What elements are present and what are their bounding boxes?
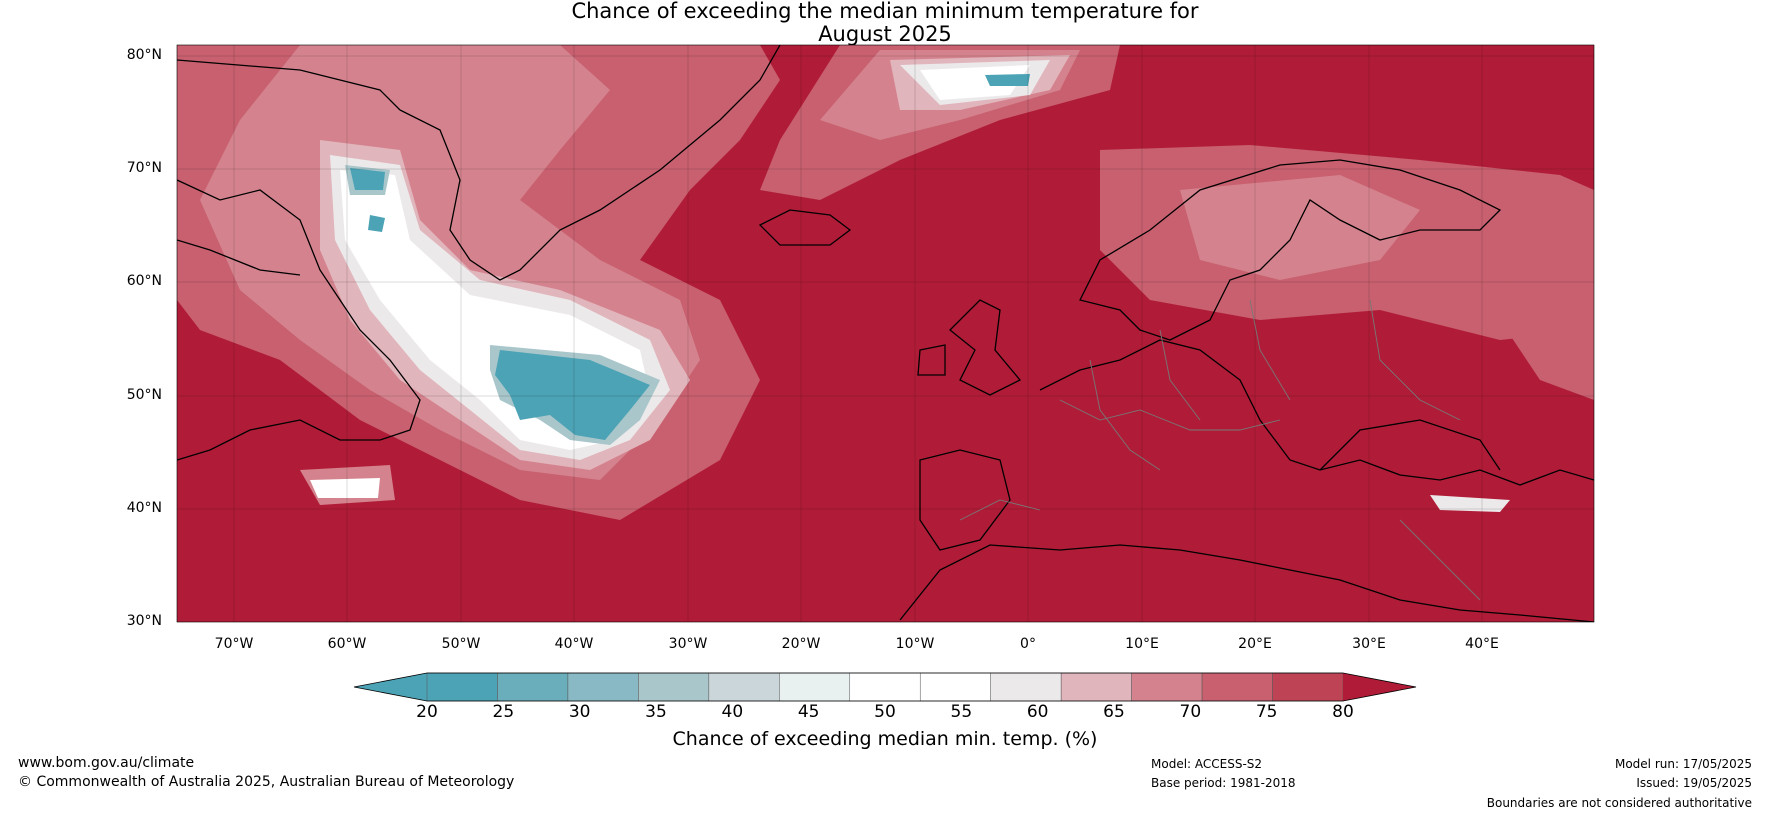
colorbar-segment: [919, 672, 991, 702]
colorbar-segment: [1201, 672, 1273, 702]
lon-label-70w: 70°W: [214, 636, 254, 652]
lat-label-40n: 40°N: [126, 500, 162, 516]
colorbar-tick-label: 25: [492, 702, 515, 722]
colorbar-segment: [1272, 672, 1344, 702]
lon-label-60w: 60°W: [327, 636, 367, 652]
lon-label-40w: 40°W: [554, 636, 594, 652]
colorbar-segment: [1060, 672, 1132, 702]
colorbar-segment: [426, 672, 498, 702]
graticule: [177, 45, 1594, 622]
map-title-line-1: Chance of exceeding the median minimum t…: [571, 0, 1199, 23]
colorbar-tick-label: 50: [874, 702, 896, 722]
colorbar-tick-label: 35: [645, 702, 667, 722]
colorbar-tick-label: 30: [568, 702, 591, 722]
colorbar-tick-label: 80: [1332, 702, 1354, 722]
colorbar-tick-label: 60: [1026, 702, 1049, 722]
colorbar-over-arrow: [1343, 673, 1416, 701]
lon-label-20w: 20°W: [781, 636, 821, 652]
lon-label-50w: 50°W: [441, 636, 481, 652]
colorbar-segment: [1131, 672, 1203, 702]
colorbar-segment: [779, 672, 851, 702]
country-borders: [959, 299, 1481, 601]
model-run-text: Model run: 17/05/2025: [1614, 757, 1752, 771]
lat-label-30n: 30°N: [126, 613, 162, 629]
colorbar-segment: [990, 672, 1062, 702]
model-text: Model: ACCESS-S2: [1151, 757, 1263, 771]
lat-label-60n: 60°N: [126, 273, 162, 289]
colorbar: [353, 672, 1417, 702]
website-link[interactable]: www.bom.gov.au/climate: [18, 755, 195, 771]
colorbar-label: Chance of exceeding median min. temp. (%…: [672, 728, 1098, 750]
issued-text: Issued: 19/05/2025: [1636, 776, 1752, 790]
coastlines: [177, 45, 1594, 622]
copyright-text: © Commonwealth of Australia 2025, Austra…: [18, 774, 515, 790]
colorbar-tick-label: 55: [950, 702, 973, 722]
colorbar-segment: [497, 672, 569, 702]
lat-label-50n: 50°N: [126, 387, 162, 403]
colorbar-under-arrow: [354, 673, 427, 701]
colorbar-segment: [567, 672, 639, 702]
colorbar-segment: [849, 672, 921, 702]
lon-label-30e: 30°E: [1352, 636, 1386, 652]
lat-label-80n: 80°N: [126, 47, 162, 63]
colorbar-tick-label: 40: [721, 702, 744, 722]
map-plot-area: [177, 45, 1594, 622]
colorbar-tick-label: 65: [1103, 702, 1125, 722]
colorbar-tick-label: 75: [1255, 702, 1278, 722]
colorbar-tick-label: 70: [1179, 702, 1202, 722]
colorbar-tick-label: 20: [416, 702, 438, 722]
colorbar-segment: [638, 672, 710, 702]
base-period-text: Base period: 1981-2018: [1151, 776, 1296, 790]
colorbar-tick-label: 45: [797, 702, 820, 722]
lon-label-10w: 10°W: [895, 636, 935, 652]
lon-label-20e: 20°E: [1238, 636, 1272, 652]
lon-label-30w: 30°W: [668, 636, 708, 652]
lon-label-0: 0°: [1020, 636, 1036, 652]
lat-label-70n: 70°N: [126, 160, 162, 176]
map-title-line-2: August 2025: [818, 22, 952, 46]
disclaimer-text: Boundaries are not considered authoritat…: [1486, 796, 1752, 810]
lon-label-10e: 10°E: [1125, 636, 1159, 652]
lon-label-40e: 40°E: [1465, 636, 1499, 652]
colorbar-segment: [708, 672, 780, 702]
